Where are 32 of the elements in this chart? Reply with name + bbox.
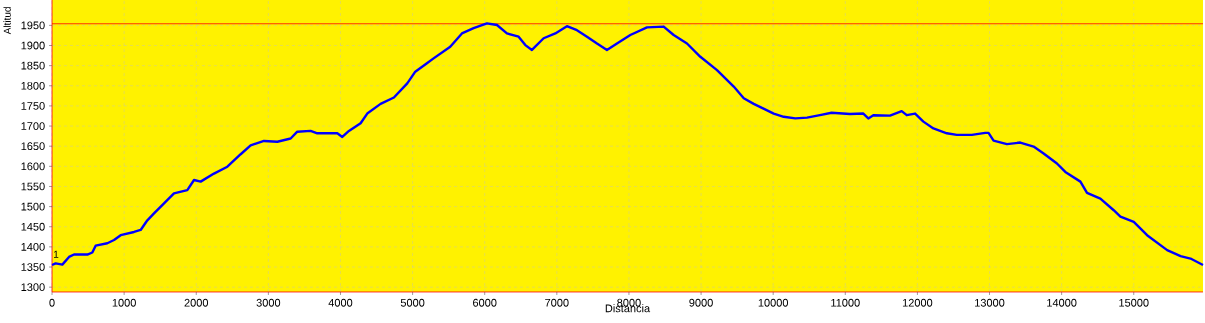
y-tick-label: 1500 (21, 202, 45, 211)
y-tick-label: 1950 (21, 21, 45, 30)
y-tick-label: 1300 (21, 283, 45, 292)
x-tick-label: 13000 (975, 298, 1005, 307)
x-tick-label: 11000 (831, 298, 860, 307)
y-tick-label: 1700 (21, 122, 45, 130)
x-tick-label: 4000 (328, 298, 353, 307)
y-axis-title: Altitud (3, 7, 11, 35)
x-tick-label: 9000 (689, 298, 713, 307)
y-tick-label: 1850 (21, 61, 45, 70)
y-tick-label: 1400 (21, 242, 45, 251)
x-tick-label: 14000 (1047, 298, 1077, 307)
y-tick-label: 1600 (21, 162, 45, 171)
y-tick-label: 1750 (21, 102, 45, 110)
x-tick-label: 0 (49, 298, 55, 307)
x-tick-label: 6000 (473, 298, 497, 307)
annotation: 1 (53, 250, 59, 258)
y-tick-label: 1650 (21, 142, 45, 151)
line-series (50, 22, 1205, 267)
x-tick-label: 3000 (256, 298, 281, 307)
x-tick-label: 7000 (545, 298, 569, 307)
x-tick-label: 2000 (184, 298, 209, 307)
y-tick-label: 1450 (21, 222, 45, 231)
x-tick-label: 15000 (1119, 298, 1149, 307)
x-tick-label: 12000 (902, 298, 933, 307)
x-tick-label: 5000 (400, 298, 425, 307)
y-tick-label: 1800 (21, 81, 45, 90)
x-tick-label: 10000 (758, 298, 789, 307)
x-tick-label: 1000 (112, 298, 136, 307)
y-tick-label: 1900 (21, 41, 45, 50)
y-tick-label: 1350 (21, 263, 45, 271)
y-tick-label: 1550 (21, 182, 45, 191)
